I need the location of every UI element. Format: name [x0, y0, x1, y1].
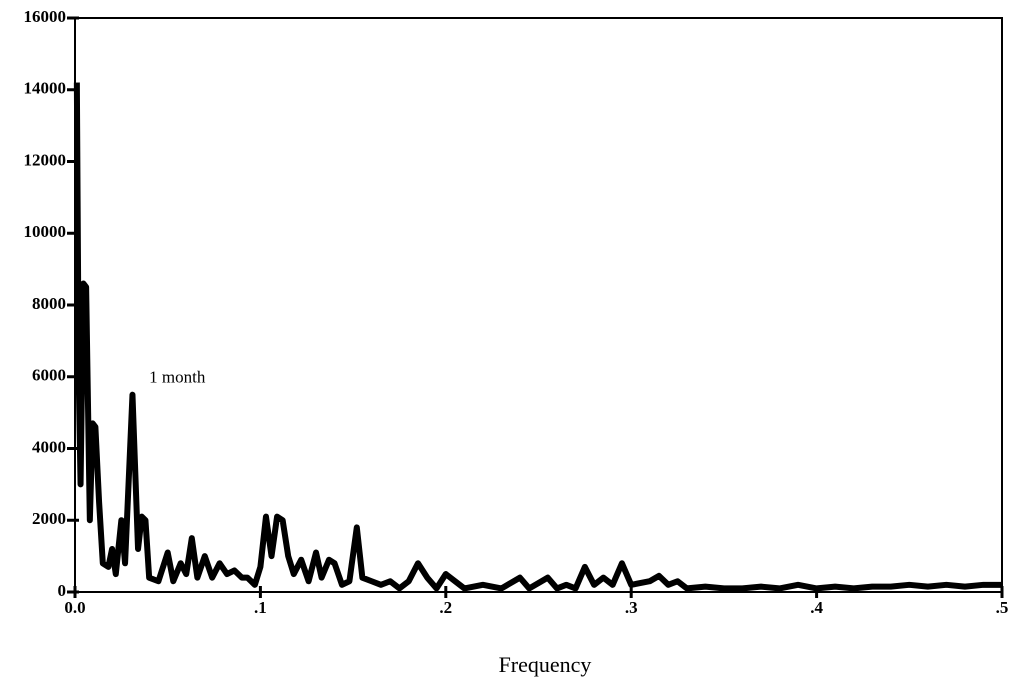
y-tick-label: 6000: [32, 366, 66, 385]
plot-frame: [74, 17, 1003, 593]
annotation: 1 month: [149, 367, 206, 386]
y-tick-label: 0: [58, 581, 67, 600]
spectrum-line: [73, 82, 1002, 592]
x-tick-label: .5: [996, 598, 1009, 617]
x-tick-label: 0.0: [64, 598, 85, 617]
x-tick-label: .3: [625, 598, 638, 617]
y-tick-label: 2000: [32, 509, 66, 528]
y-tick-label: 10000: [24, 222, 67, 241]
y-tick-label: 12000: [24, 150, 67, 169]
x-tick-label: .2: [439, 598, 452, 617]
y-tick-label: 14000: [24, 79, 67, 98]
y-tick-label: 4000: [32, 437, 66, 456]
y-tick-label: 16000: [24, 7, 67, 26]
y-tick-label: 8000: [32, 294, 66, 313]
x-tick-label: .1: [254, 598, 267, 617]
x-axis-label: Frequency: [499, 652, 592, 677]
x-tick-label: .4: [810, 598, 823, 617]
